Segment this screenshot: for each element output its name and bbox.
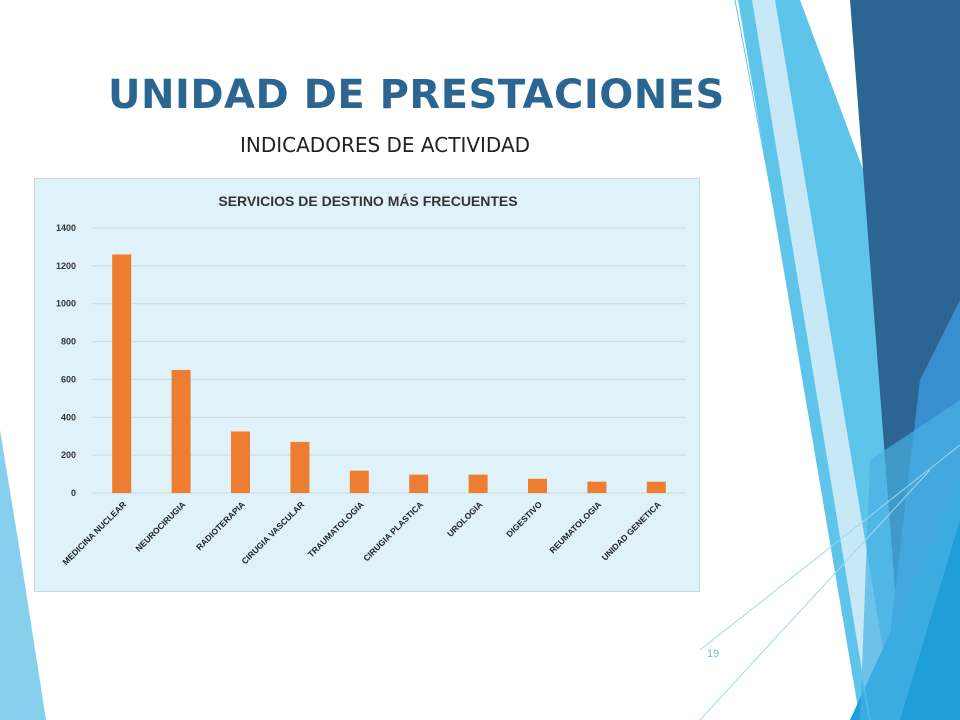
x-tick-label: CIRUGIA PLASTICA	[361, 499, 425, 563]
x-tick-label: DIGESTIVO	[504, 499, 544, 539]
x-tick-label: REUMATOLOGIA	[547, 499, 603, 555]
page-number: 19	[707, 648, 720, 660]
y-tick-label: 1000	[56, 299, 76, 309]
bar	[528, 478, 547, 493]
bar	[646, 481, 666, 493]
bar	[409, 474, 429, 493]
bar	[290, 441, 310, 493]
bar	[231, 431, 250, 493]
x-tick-label: NEUROCIRUGIA	[133, 499, 187, 553]
bar	[112, 254, 132, 493]
x-tick-label: TRAUMATOLOGIA	[306, 499, 366, 559]
bar-chart: SERVICIOS DE DESTINO MÁS FRECUENTES 0 200…	[34, 178, 700, 592]
slide-subtitle: INDICADORES DE ACTIVIDAD	[240, 133, 531, 157]
slide-title: UNIDAD DE PRESTACIONES	[108, 72, 725, 118]
x-tick-label: MEDICINA NUCLEAR	[60, 499, 128, 567]
x-tick-label: UROLOGIA	[445, 499, 484, 538]
y-tick-label: 600	[61, 374, 76, 384]
y-tick-label: 1200	[56, 261, 76, 271]
x-tick-label: UNIDAD GENETICA	[600, 499, 663, 562]
y-tick-label: 200	[61, 450, 76, 460]
chart-title: SERVICIOS DE DESTINO MÁS FRECUENTES	[218, 193, 518, 209]
bar	[468, 474, 488, 493]
x-tick-label: RADIOTERAPIA	[194, 499, 247, 552]
bar	[171, 369, 191, 493]
y-tick-label: 1400	[56, 223, 76, 233]
y-tick-label: 800	[61, 337, 76, 347]
chart-plot: 0 200 400 600 800 1000 1200 1400 MEDICINA NUCLEA…	[56, 223, 686, 567]
bar	[349, 470, 369, 493]
x-tick-label: CIRUGIA VASCULAR	[239, 499, 306, 566]
bar	[587, 481, 607, 493]
y-tick-label: 0	[71, 488, 76, 498]
y-tick-label: 400	[61, 412, 76, 422]
